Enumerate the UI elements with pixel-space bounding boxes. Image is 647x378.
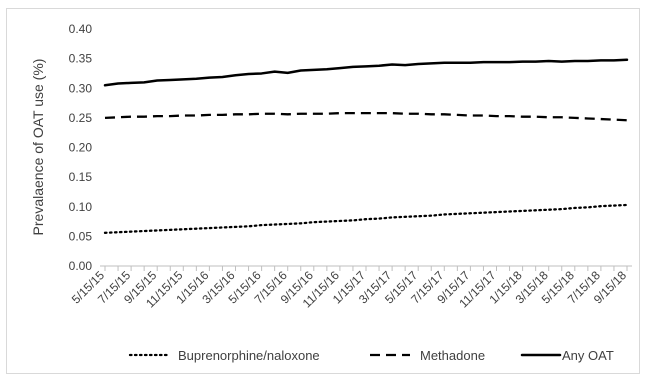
- legend-label: Buprenorphine/naloxone: [178, 348, 320, 363]
- y-tick-label: 0.05: [69, 229, 93, 243]
- y-tick-label: 0.25: [69, 111, 93, 125]
- series-lines: [103, 58, 629, 234]
- x-axis-ticks: 5/15/157/15/159/15/1511/15/151/15/163/15…: [69, 266, 629, 311]
- legend-label: Methadone: [420, 348, 485, 363]
- series-line-methadone: [104, 111, 628, 122]
- series-line-buprenorphine-naloxone: [103, 203, 629, 234]
- legend-label: Any OAT: [562, 348, 614, 363]
- y-tick-label: 0.35: [69, 52, 93, 66]
- y-tick-label: 0.15: [69, 170, 93, 184]
- y-axis-ticks: 0.00 0.05 0.10 0.15 0.20 0.25 0.30 0.35 0.40: [69, 22, 93, 273]
- y-tick-label: 0.30: [69, 81, 93, 95]
- y-tick-label: 0.40: [69, 22, 93, 36]
- y-axis-title: Prevalaence of OAT use (%): [30, 59, 46, 236]
- y-tick-label: 0.20: [69, 141, 93, 155]
- series-line-any-oat: [103, 58, 629, 87]
- y-tick-label: 0.10: [69, 200, 93, 214]
- legend: Buprenorphine/naloxone Methadone Any OAT: [128, 348, 614, 363]
- y-tick-label: 0.00: [69, 259, 93, 273]
